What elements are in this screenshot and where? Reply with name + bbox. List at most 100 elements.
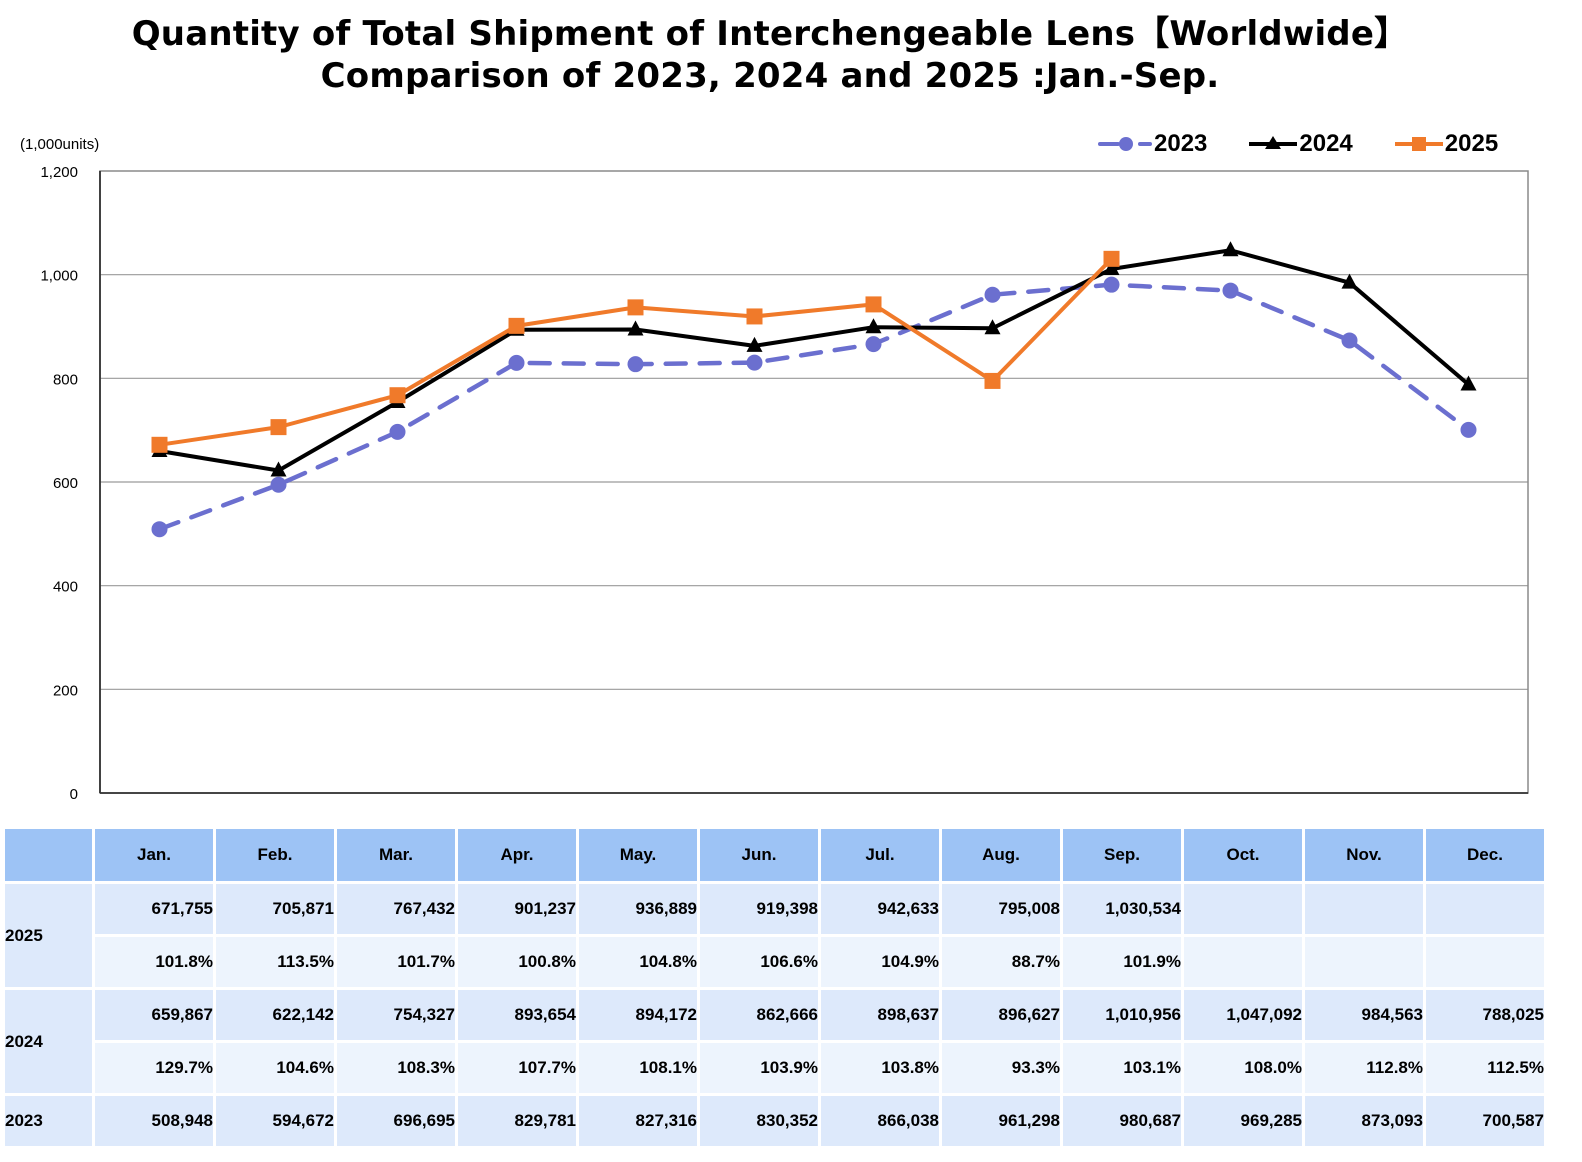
table-row-2024-values: 2024 659,867 622,142 754,327 893,654 894,172 8… [5, 990, 1544, 1093]
table-cell-quantity: 901,237 [458, 884, 576, 934]
table-cell-yoy-percent: 93.3% [942, 1043, 1060, 1093]
data-point-2025 [1103, 250, 1120, 267]
data-point-2023 [1460, 421, 1477, 438]
table-cell-yoy-percent: 108.3% [337, 1043, 455, 1093]
table-cell-quantity: 961,298 [942, 1096, 1060, 1146]
table-year-label: 2023 [5, 1096, 92, 1146]
table-cell-yoy-percent: 101.7% [337, 937, 455, 987]
table-cell-quantity: 705,871 [216, 884, 334, 934]
table-cell-quantity: 659,867 [95, 990, 213, 1040]
data-point-2023 [1222, 282, 1239, 299]
data-point-2025 [984, 372, 1001, 389]
legend-marker-circle-icon [1098, 137, 1152, 151]
table-cell-quantity: 866,038 [821, 1096, 939, 1146]
table-cell-quantity: 936,889 [579, 884, 697, 934]
table-cell-quantity: 919,398 [700, 884, 818, 934]
y-tick-label: 200 [53, 682, 78, 699]
table-cell-quantity: 893,654 [458, 990, 576, 1040]
legend-marker-triangle-icon [1249, 136, 1298, 149]
data-point-2023 [1103, 276, 1120, 293]
data-point-2023 [389, 423, 406, 440]
data-point-2023 [984, 286, 1001, 303]
table-cell-yoy-percent: 103.9% [700, 1043, 818, 1093]
table-header-month: May. [579, 829, 697, 881]
table-header-month: Sep. [1063, 829, 1181, 881]
table-cell-quantity: 696,695 [337, 1096, 455, 1146]
table-cell-quantity: 830,352 [700, 1096, 818, 1146]
table-cell-yoy-percent: 108.1% [579, 1043, 697, 1093]
table-cell-quantity: 873,093 [1305, 1096, 1423, 1146]
table-year-label: 2024 [5, 990, 92, 1093]
table-cell-quantity: 969,285 [1184, 1096, 1302, 1146]
y-tick-label: 800 [53, 371, 78, 388]
data-table: Jan. Feb. Mar. Apr. May. Jun. Jul. Aug. Sep. Oct.… [2, 826, 1547, 1149]
table-cell-yoy-percent: 113.5% [216, 937, 334, 987]
data-point-2023 [627, 356, 644, 373]
table-header-month: Feb. [216, 829, 334, 881]
table-header-month: Aug. [942, 829, 1060, 881]
data-point-2024 [1460, 375, 1477, 391]
table-cell-quantity [1184, 884, 1302, 934]
table-cell-yoy-percent: 108.0% [1184, 1043, 1302, 1093]
table-cell-yoy-percent [1305, 937, 1423, 987]
table-cell-yoy-percent: 129.7% [95, 1043, 213, 1093]
table-cell-quantity [1305, 884, 1423, 934]
table-cell-quantity: 894,172 [579, 990, 697, 1040]
table-header-row: Jan. Feb. Mar. Apr. May. Jun. Jul. Aug. Sep. Oct.… [5, 829, 1544, 881]
table-cell-yoy-percent: 104.8% [579, 937, 697, 987]
chart-title-line1: Quantity of Total Shipment of Intercheng… [131, 14, 1409, 54]
table-cell-quantity [1426, 884, 1544, 934]
table-cell-yoy-percent: 103.8% [821, 1043, 939, 1093]
table-cell-quantity: 1,047,092 [1184, 990, 1302, 1040]
legend-label: 2024 [1299, 130, 1353, 157]
data-point-2023 [1341, 332, 1358, 349]
data-point-2023 [270, 476, 287, 493]
table-cell-yoy-percent: 88.7% [942, 937, 1060, 987]
series-line-2025 [159, 257, 1113, 447]
y-tick-label: 0 [70, 786, 78, 803]
table-cell-quantity: 829,781 [458, 1096, 576, 1146]
data-point-2025 [151, 436, 168, 453]
table-cell-quantity: 671,755 [95, 884, 213, 934]
table-cell-yoy-percent: 107.7% [458, 1043, 576, 1093]
table-header-month: Jan. [95, 829, 213, 881]
table-cell-quantity: 827,316 [579, 1096, 697, 1146]
legend: 2023 2024 2025 [1098, 130, 1538, 158]
legend-label: 2023 [1154, 130, 1208, 157]
legend-item-2024: 2024 [1247, 130, 1353, 158]
table-cell-quantity: 1,030,534 [1063, 884, 1181, 934]
data-point-2024 [984, 319, 1001, 335]
table-cell-yoy-percent: 100.8% [458, 937, 576, 987]
y-tick-label: 400 [53, 579, 78, 596]
table-cell-yoy-percent: 103.1% [1063, 1043, 1181, 1093]
table-cell-quantity: 508,948 [95, 1096, 213, 1146]
table-row-2023-values: 2023 508,948 594,672 696,695 829,781 827,316 8… [5, 1096, 1544, 1146]
table-cell-quantity: 594,672 [216, 1096, 334, 1146]
table-cell-yoy-percent: 104.9% [821, 937, 939, 987]
table-cell-quantity: 754,327 [337, 990, 455, 1040]
data-point-2024 [627, 320, 644, 336]
table-row-2025-yoy: 101.8% 113.5% 101.7% 100.8% 104.8% 106.6% 104.… [5, 937, 1544, 987]
table-cell-yoy-percent: 112.5% [1426, 1043, 1544, 1093]
data-point-2023 [151, 521, 168, 538]
table-cell-quantity: 788,025 [1426, 990, 1544, 1040]
data-point-2025 [627, 299, 644, 316]
table-header-month: Mar. [337, 829, 455, 881]
table-row-2025-values: 2025 671,755 705,871 767,432 901,237 936,889 9… [5, 884, 1544, 987]
table-header-month: Jul. [821, 829, 939, 881]
table-cell-quantity: 980,687 [1063, 1096, 1181, 1146]
table-header-month: Oct. [1184, 829, 1302, 881]
table-cell-yoy-percent [1426, 937, 1544, 987]
table-cell-quantity: 898,637 [821, 990, 939, 1040]
table-cell-quantity: 862,666 [700, 990, 818, 1040]
table-header-month: Nov. [1305, 829, 1423, 881]
series-line-2023 [157, 282, 1471, 532]
table-row-2024-yoy: 129.7% 104.6% 108.3% 107.7% 108.1% 103.9% 103.… [5, 1043, 1544, 1093]
data-point-2024 [270, 461, 287, 477]
table-cell-yoy-percent: 106.6% [700, 937, 818, 987]
data-point-2024 [746, 336, 763, 352]
table-cell-quantity: 896,627 [942, 990, 1060, 1040]
table-cell-quantity: 622,142 [216, 990, 334, 1040]
data-point-2024 [1103, 259, 1120, 275]
table-cell-quantity: 767,432 [337, 884, 455, 934]
